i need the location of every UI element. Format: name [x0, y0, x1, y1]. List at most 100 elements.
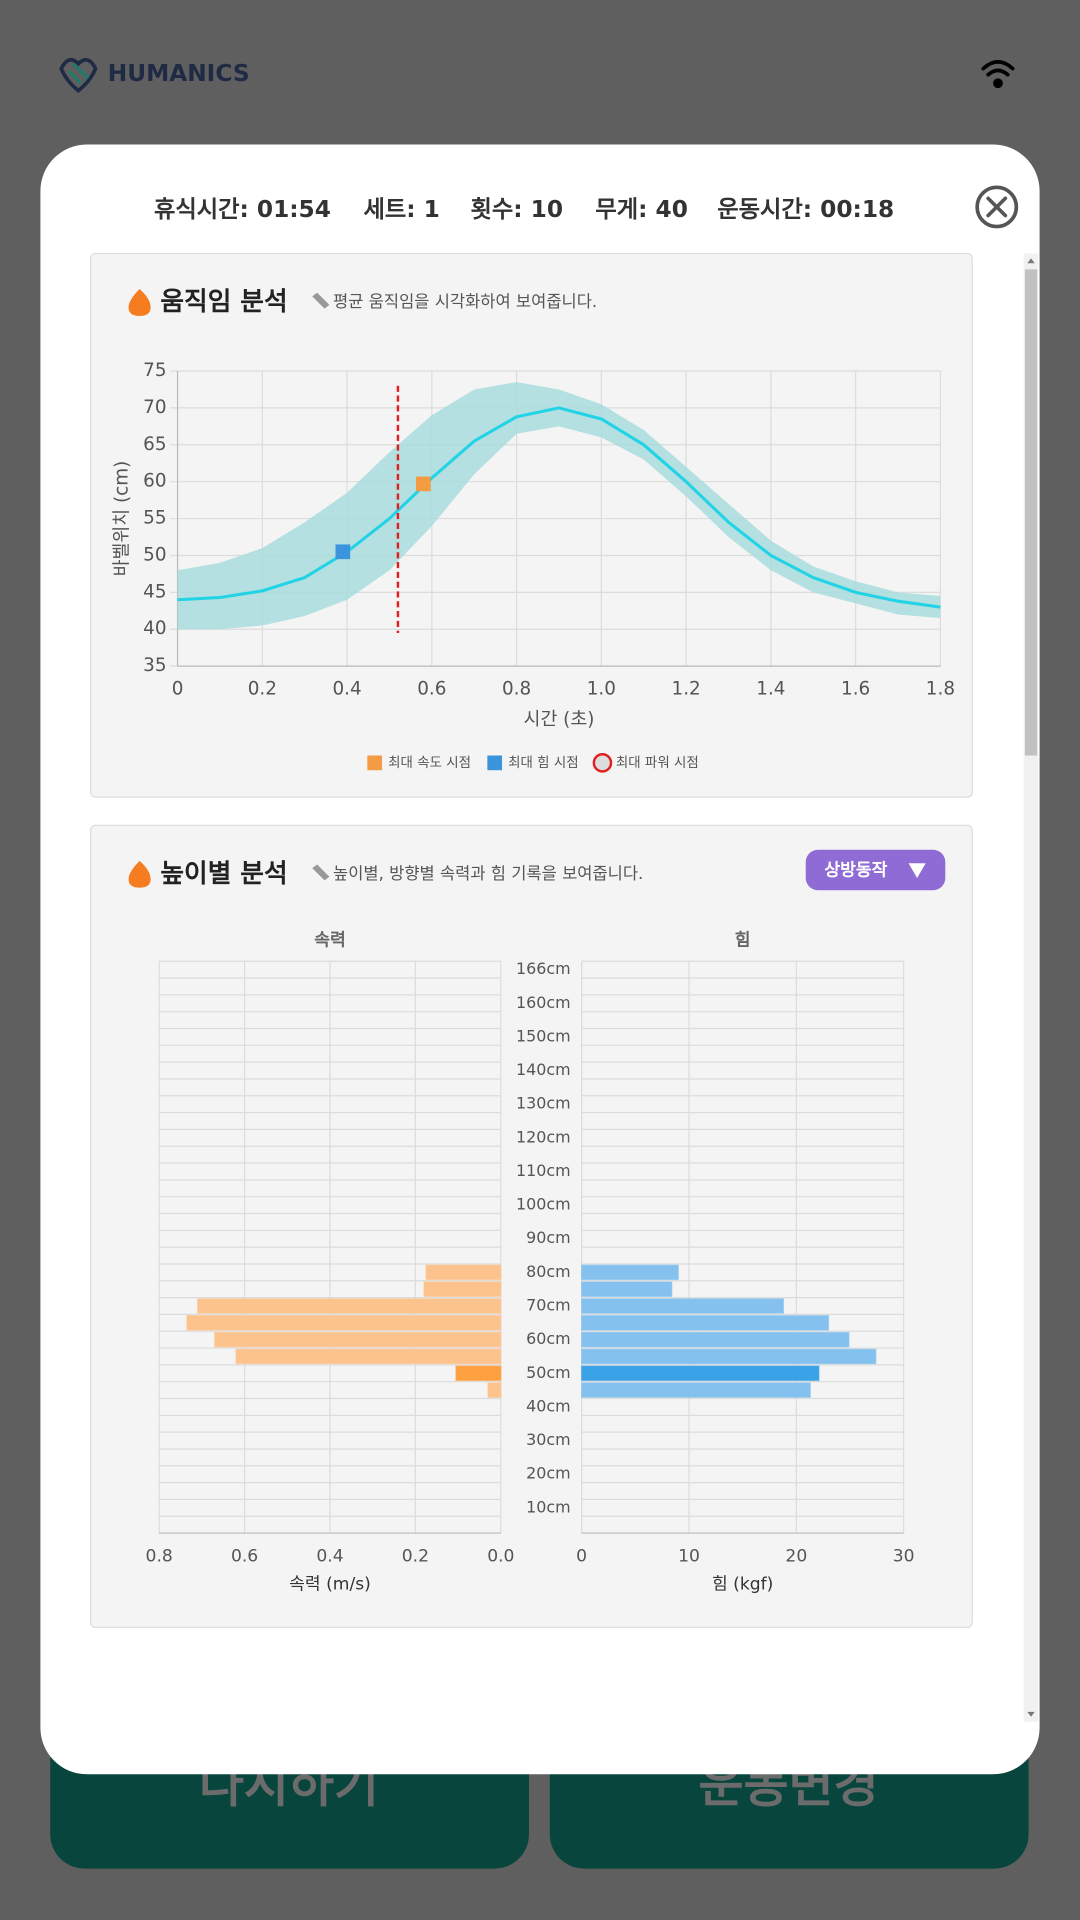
y-tick-label: 40	[143, 618, 166, 639]
logo: HUMANICS	[59, 57, 250, 93]
legend-swatch	[592, 753, 613, 773]
bar	[425, 1264, 502, 1281]
flame-icon	[128, 288, 151, 316]
x-tick-label: 0.8	[146, 1546, 173, 1566]
legend-swatch	[367, 755, 383, 771]
y-tick-label: 70cm	[526, 1296, 570, 1315]
x-tick-label: 1.8	[926, 678, 955, 699]
legend-swatch	[487, 755, 503, 771]
panel-title: 높이별 분석	[160, 859, 287, 889]
panel-subtitle: 평균 움직임을 시각화하여 보여줍니다.	[333, 292, 597, 311]
panel-title: 움직임 분석	[160, 287, 287, 317]
stat: 휴식시간: 01:54	[154, 196, 331, 223]
y-tick-label: 80cm	[526, 1262, 570, 1281]
x-tick-label: 0.6	[231, 1546, 258, 1566]
panel	[90, 252, 973, 798]
bar	[455, 1365, 502, 1382]
stat: 세트: 1	[363, 196, 439, 223]
x-tick-label: 0.4	[316, 1546, 343, 1566]
bar	[581, 1281, 673, 1297]
panel	[90, 824, 973, 1628]
x-tick-label: 1.4	[756, 678, 785, 699]
bar	[581, 1264, 679, 1281]
y-tick-label: 50cm	[526, 1363, 570, 1382]
pencil-icon	[312, 864, 330, 881]
x-tick-label: 0	[576, 1546, 587, 1566]
y-tick-label: 45	[143, 581, 166, 602]
y-tick-label: 130cm	[516, 1094, 571, 1113]
charts: 0 0.2 0.4 0.6 0.8 1.0 1.2 1.4 1.6 1.8 35 40 45 50 55 60…	[111, 360, 955, 1594]
legend-label: 최대 파워 시점	[616, 755, 699, 771]
y-tick-label: 65	[143, 434, 166, 455]
wifi-icon	[981, 60, 1015, 89]
y-tick-label: 140cm	[516, 1060, 571, 1079]
bar	[581, 1348, 877, 1365]
direction-dropdown[interactable]: 상방동작	[805, 849, 946, 891]
legend-label: 최대 속도 시점	[388, 755, 471, 771]
pencil-icon	[312, 292, 330, 309]
bar	[423, 1281, 502, 1297]
y-tick-label: 10cm	[526, 1497, 570, 1516]
stat: 무게: 40	[595, 196, 688, 223]
x-tick-label: 1.2	[672, 678, 701, 699]
y-tick-label: 30cm	[526, 1430, 570, 1449]
x-tick-label: 1.6	[841, 678, 870, 699]
x-tick-label: 0.0	[487, 1546, 514, 1566]
bar	[487, 1382, 502, 1398]
legend-label: 최대 힘 시점	[508, 755, 578, 771]
x-tick-label: 30	[893, 1546, 915, 1566]
y-tick-label: 75	[143, 360, 166, 381]
bar	[186, 1315, 502, 1331]
confidence-band	[177, 382, 941, 630]
x-tick-label: 10	[678, 1546, 700, 1566]
y-tick-label: 160cm	[516, 993, 571, 1012]
x-tick-label: 20	[785, 1546, 807, 1566]
y-tick-label: 60cm	[526, 1329, 570, 1348]
panel-subtitle: 높이별, 방향별 속력과 힘 기록을 보여줍니다.	[333, 864, 643, 883]
flame-icon	[128, 860, 151, 888]
stat: 횟수: 10	[470, 196, 563, 223]
bar	[197, 1298, 502, 1314]
y-tick-label: 90cm	[526, 1228, 570, 1247]
x-axis-label: 시간 (초)	[524, 709, 595, 730]
x-tick-label: 0.8	[502, 678, 531, 699]
x-tick-label: 1.0	[587, 678, 616, 699]
scrollbar-thumb[interactable]	[1024, 269, 1038, 756]
y-tick-label: 150cm	[516, 1026, 571, 1045]
bar	[581, 1365, 820, 1382]
x-tick-label: 0.4	[332, 678, 361, 699]
y-tick-label: 35	[143, 655, 166, 676]
bar	[581, 1298, 785, 1314]
bar	[581, 1382, 811, 1398]
x-tick-label: 0.6	[417, 678, 446, 699]
bar	[581, 1331, 850, 1348]
y-tick-label: 40cm	[526, 1396, 570, 1415]
dropdown-label: 상방동작	[824, 861, 887, 881]
chart-title: 속력	[314, 930, 346, 950]
bar	[235, 1348, 502, 1365]
event-marker	[416, 476, 431, 492]
x-tick-label: 0.2	[248, 678, 277, 699]
x-axis-label: 속력 (m/s)	[289, 1574, 371, 1594]
y-tick-label: 120cm	[516, 1127, 571, 1146]
stats-bar: 휴식시간: 01:54 세트: 1 횟수: 10 무게: 40 운동시간: 00:18	[154, 196, 894, 223]
close-button[interactable]	[975, 185, 1019, 229]
stat: 운동시간: 00:18	[717, 196, 894, 223]
event-marker	[335, 544, 351, 560]
x-axis-label: 힘 (kgf)	[712, 1574, 773, 1594]
y-tick-label: 20cm	[526, 1464, 570, 1483]
bar	[581, 1315, 830, 1331]
y-tick-label: 60	[143, 471, 166, 492]
logo-text: HUMANICS	[108, 60, 250, 87]
x-tick-label: 0.2	[402, 1546, 429, 1566]
chart-title: 힘	[735, 929, 751, 950]
mean-line	[177, 406, 941, 609]
y-tick-label: 110cm	[516, 1161, 571, 1180]
bar	[214, 1331, 502, 1348]
y-tick-label: 55	[143, 508, 166, 529]
x-tick-label: 0	[172, 678, 184, 699]
y-tick-label: 70	[143, 397, 166, 418]
y-tick-label: 166cm	[516, 959, 571, 978]
